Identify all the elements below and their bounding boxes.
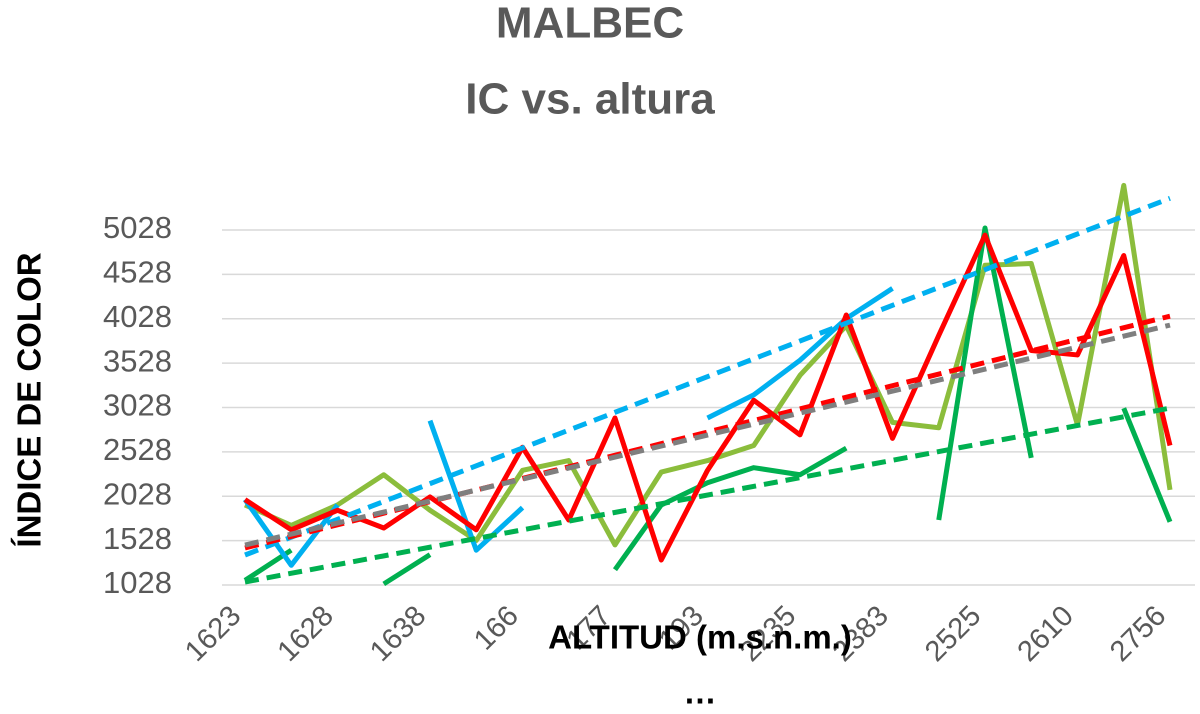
trendline [244,405,1171,585]
series-line [243,182,1173,548]
y-tick-label: 3028 [103,388,172,423]
y-axis-title: ÍNDICE DE COLOR [11,252,48,547]
x-tick-label: 2756 [1104,600,1172,668]
y-tick-label: 2028 [103,476,172,511]
series-line [243,232,1173,563]
x-tick-label: 1628 [272,600,340,668]
x-axis-title: ALTITUD (m.s.n.m.) [548,619,852,656]
y-tick-label: 4028 [103,299,172,334]
y-tick-label: 3528 [103,343,172,378]
series-line [243,225,1173,587]
x-tick-label: 2525 [919,600,987,668]
x-tick-label: 2610 [1012,600,1080,668]
annotation: … [684,674,717,711]
y-tick-label: 1528 [103,521,172,556]
x-tick-label: 1623 [179,600,247,668]
chart-title: IC vs. altura [465,75,715,124]
trendline [244,322,1171,548]
trendline [244,195,1171,558]
y-tick-label: 1028 [103,565,172,600]
y-tick-label: 2528 [103,432,172,467]
y-tick-label: 4528 [103,255,172,290]
chart-title: MALBEC [496,0,684,48]
x-tick-label: 166 [468,600,525,657]
y-tick-label: 5028 [103,210,172,245]
x-tick-label: 1638 [364,600,432,668]
